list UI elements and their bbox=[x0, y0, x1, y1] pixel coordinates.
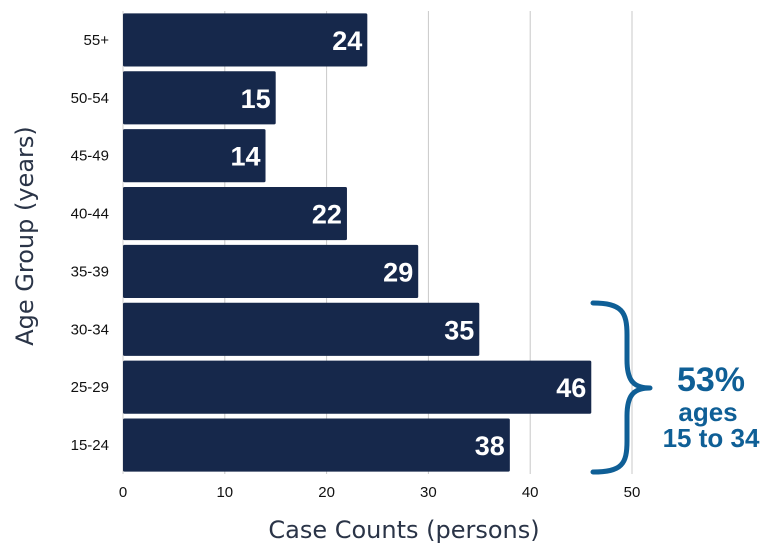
bar-value-label: 15 bbox=[241, 84, 271, 114]
bar-value-label: 38 bbox=[475, 431, 505, 461]
y-tick-label: 35-39 bbox=[71, 263, 109, 280]
bars: 24 15 14 22 29 35 46 38 bbox=[123, 13, 592, 472]
y-tick-label: 25-29 bbox=[71, 379, 109, 396]
bar bbox=[123, 186, 347, 241]
bar-value-label: 46 bbox=[556, 373, 586, 403]
bar bbox=[123, 71, 276, 125]
bar-value-label: 29 bbox=[383, 257, 413, 287]
y-tick-labels: 55+ 50-54 45-49 40-44 35-39 30-34 25-29 15-24 bbox=[71, 32, 110, 454]
y-tick-label: 40-44 bbox=[71, 206, 109, 223]
bar bbox=[123, 302, 480, 356]
bar bbox=[123, 244, 419, 299]
x-tick-label: 50 bbox=[624, 484, 641, 501]
bar bbox=[123, 360, 592, 414]
x-tick-label: 20 bbox=[318, 484, 335, 501]
y-tick-label: 55+ bbox=[84, 32, 110, 49]
x-tick-label: 30 bbox=[420, 484, 437, 501]
bar-value-label: 35 bbox=[444, 315, 474, 345]
x-axis-title: Case Counts (persons) bbox=[268, 516, 539, 544]
y-tick-label: 15-24 bbox=[71, 437, 109, 454]
y-tick-label: 45-49 bbox=[71, 148, 109, 165]
y-tick-label: 30-34 bbox=[71, 321, 109, 338]
annotation-line-2: 15 to 34 bbox=[663, 423, 760, 453]
bar bbox=[123, 418, 510, 472]
x-tick-label: 10 bbox=[216, 484, 233, 501]
bar bbox=[123, 13, 368, 67]
annotation-percent: 53% bbox=[677, 361, 745, 399]
y-axis-title: Age Group (years) bbox=[11, 126, 39, 346]
x-tick-labels: 0 10 20 30 40 50 bbox=[119, 484, 641, 501]
bar bbox=[123, 129, 266, 183]
bar-value-label: 24 bbox=[332, 26, 362, 56]
x-tick-label: 40 bbox=[522, 484, 539, 501]
bar-value-label: 22 bbox=[312, 200, 342, 230]
annotation-line-1: ages bbox=[678, 397, 737, 427]
y-tick-label: 50-54 bbox=[71, 90, 109, 107]
annotation-brace bbox=[590, 300, 653, 475]
x-tick-label: 0 bbox=[119, 484, 127, 501]
bar-value-label: 14 bbox=[230, 142, 260, 172]
